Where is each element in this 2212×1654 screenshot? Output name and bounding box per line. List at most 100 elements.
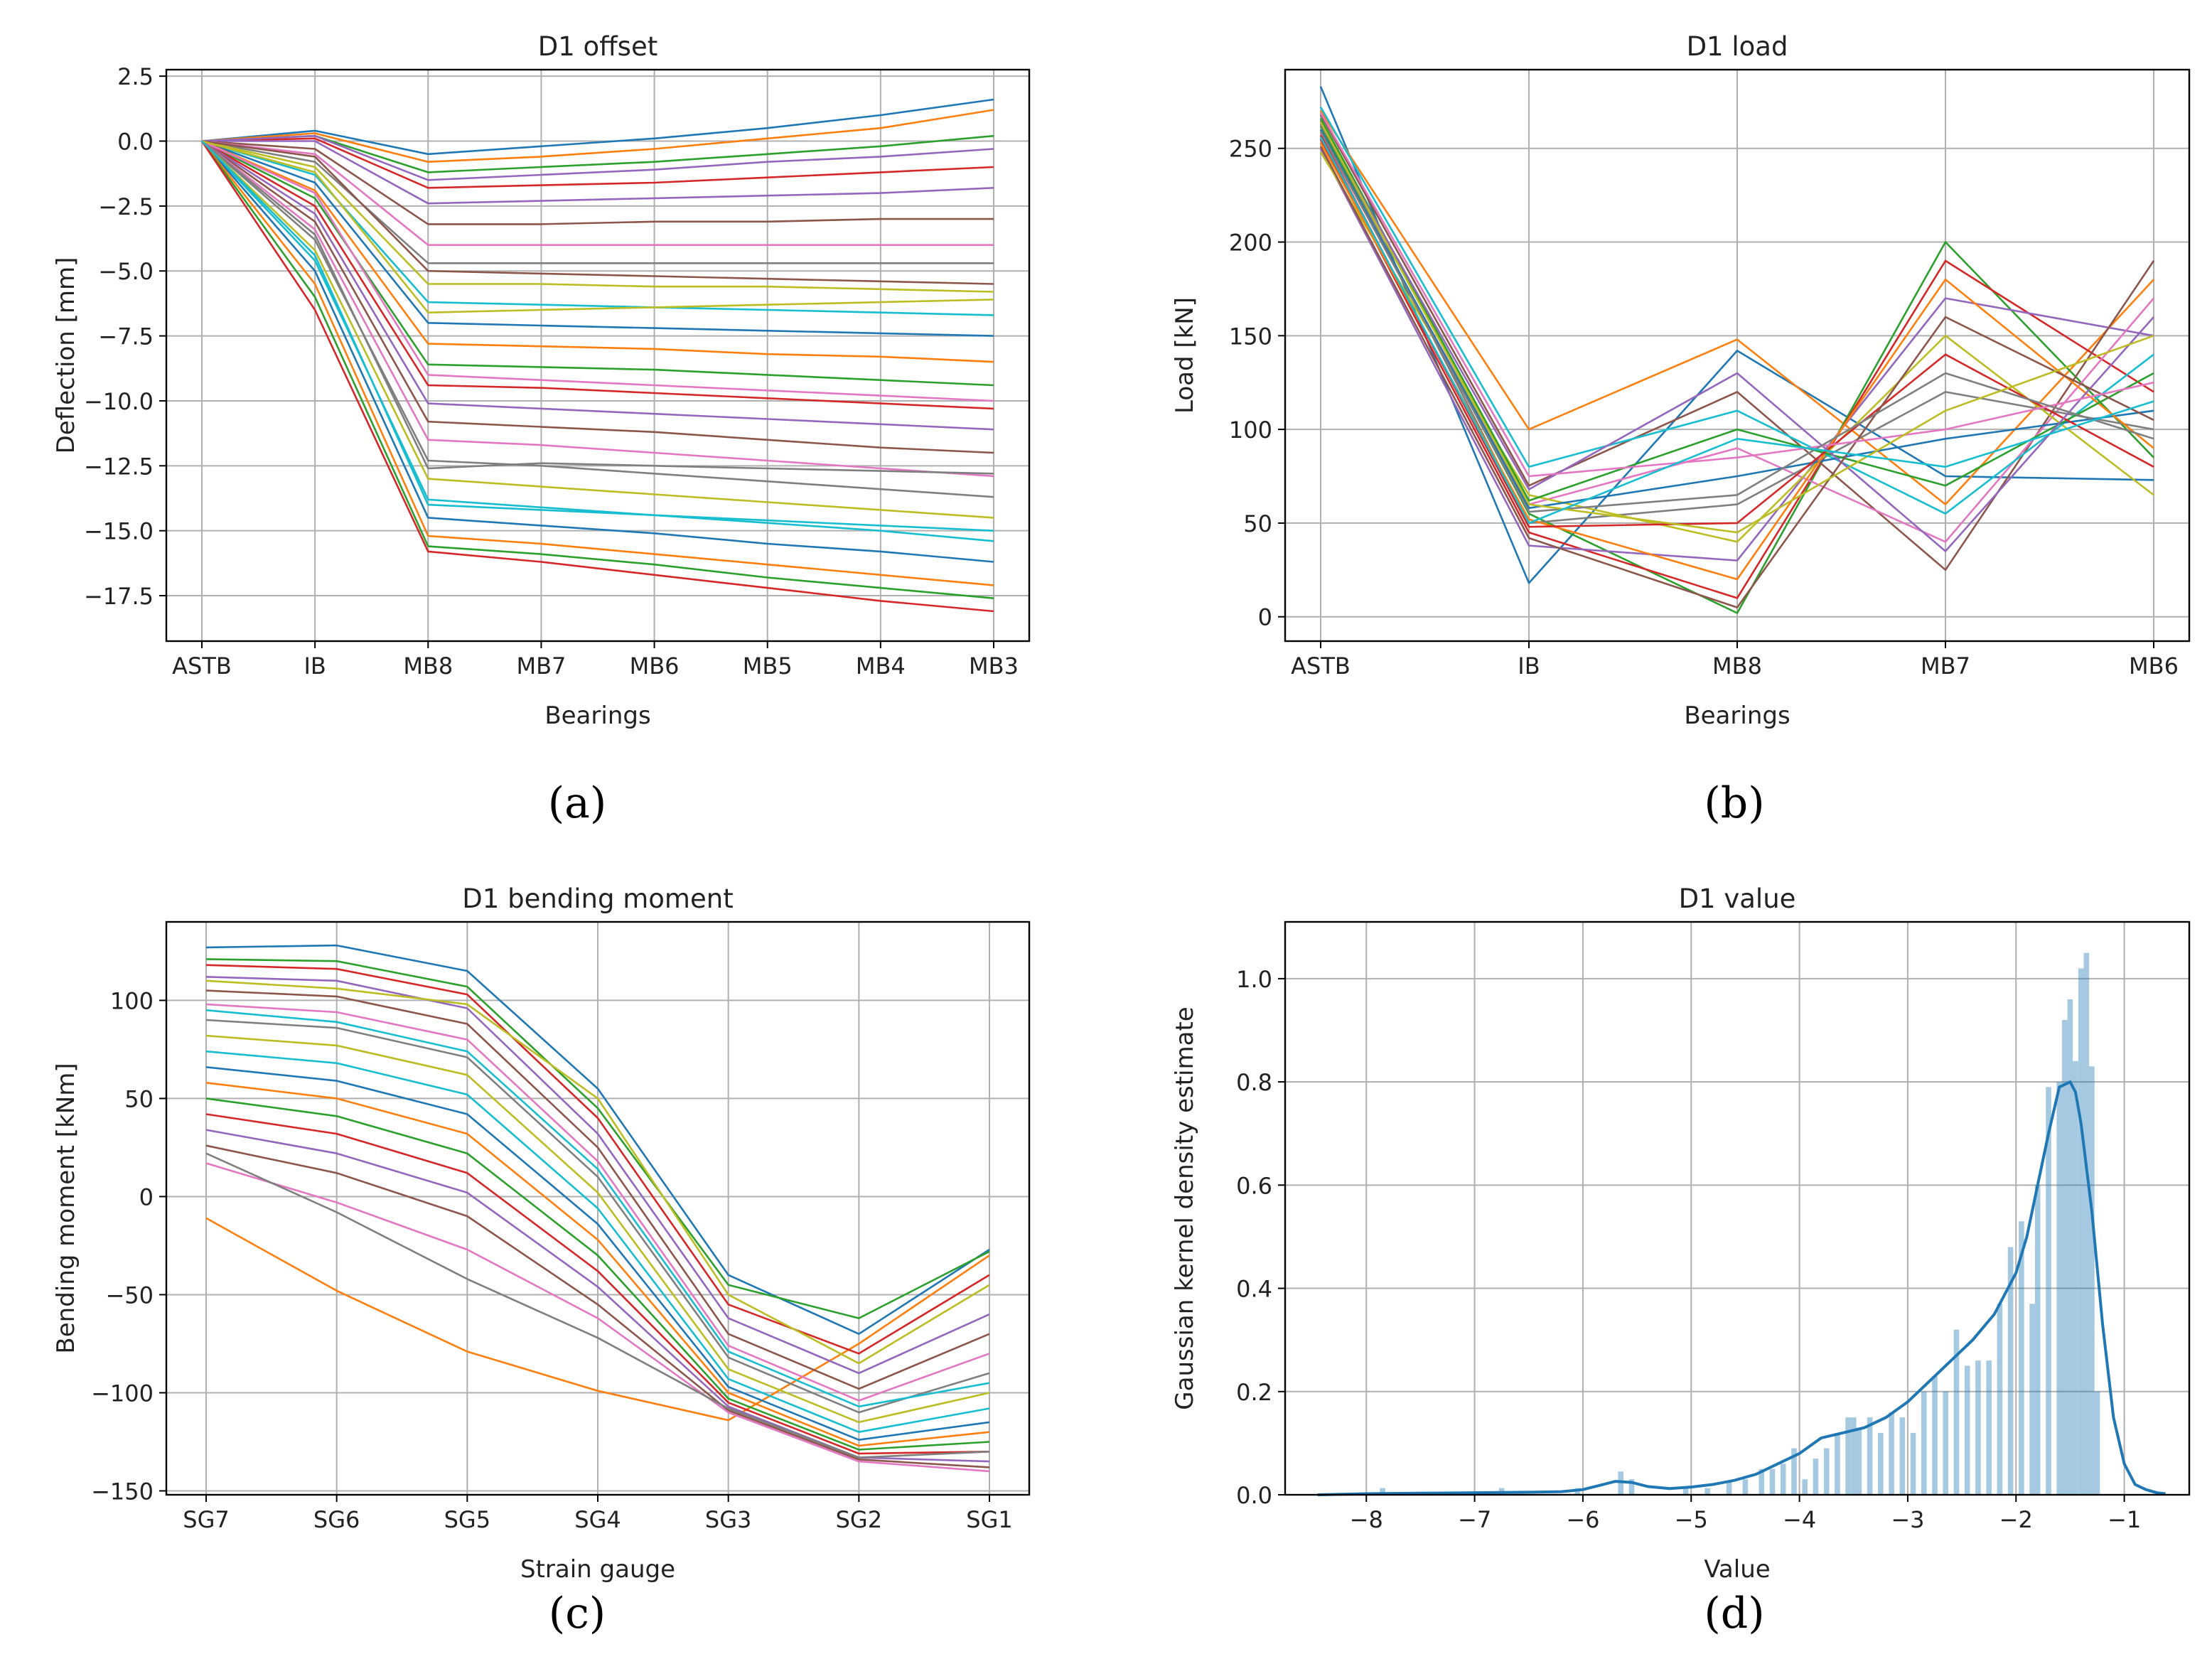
x-tick-label: SG2 — [836, 1506, 882, 1533]
series-line-s24 — [200, 140, 994, 613]
histogram-bar — [1769, 1468, 1776, 1495]
x-tick-label: IB — [1518, 653, 1540, 680]
series-line-m9 — [205, 1034, 990, 1424]
histogram-bar — [1921, 1391, 1927, 1495]
y-tick-label: −15.0 — [84, 518, 154, 545]
series-line-m13 — [205, 1097, 990, 1451]
histogram-bar — [1823, 1448, 1830, 1495]
series-line-s7 — [201, 140, 994, 247]
histogram-bar — [1964, 1365, 1970, 1495]
histogram-bar — [2089, 1066, 2095, 1495]
x-tick-label: −8 — [1350, 1506, 1383, 1533]
series-line-s27 — [201, 140, 994, 402]
series-line-m20 — [205, 1009, 990, 1408]
x-tick-label: SG3 — [705, 1506, 751, 1533]
histogram-bar — [1932, 1376, 1938, 1495]
histogram-bar — [1943, 1391, 1948, 1495]
y-tick-label: 0.0 — [117, 129, 154, 156]
histogram-bar — [1682, 1488, 1689, 1495]
series-line-m4 — [205, 964, 990, 1355]
histogram-bar — [1889, 1412, 1894, 1495]
histogram-bar — [1380, 1488, 1385, 1495]
y-tick-label: 0.2 — [1236, 1379, 1272, 1406]
series-line-s20 — [201, 140, 994, 542]
series-line-l13 — [1319, 117, 2154, 502]
x-tick-label: MB8 — [1712, 653, 1762, 680]
panel-letter: (b) — [1704, 778, 1764, 828]
histogram-bar — [2073, 1061, 2078, 1495]
panel-c-bending-moment-chart: 100 50 0 −50 −100 −150 SG7 SG6 SG5 SG4 SG3 SG2 SG1 D1… — [52, 884, 1031, 1638]
y-axis-label: Bending moment [kNm] — [52, 1063, 80, 1353]
x-tick-label: −4 — [1783, 1506, 1816, 1533]
series-line-l17 — [1319, 112, 2154, 478]
series-line-s26 — [201, 140, 994, 285]
histogram-bar — [1759, 1468, 1765, 1495]
y-tick-label: 0.6 — [1236, 1172, 1272, 1199]
series-line-m14 — [205, 1113, 990, 1455]
series-line-m5 — [205, 976, 990, 1375]
series-line-s15 — [201, 140, 994, 431]
y-tick-label: 0 — [1258, 604, 1272, 631]
y-tick-label: −100 — [91, 1380, 154, 1407]
panel-letter: (c) — [549, 1589, 606, 1638]
y-tick-label: −7.5 — [98, 323, 154, 350]
histogram-bar — [2056, 1082, 2062, 1495]
series-line-s28 — [201, 140, 994, 475]
series-line-m10 — [205, 1050, 990, 1433]
histogram-bar — [2007, 1247, 2014, 1495]
series-line-m1 — [205, 944, 990, 1335]
y-tick-label: 0.4 — [1236, 1276, 1272, 1303]
x-tick-label: −1 — [2108, 1506, 2141, 1533]
x-tick-label: MB3 — [969, 653, 1019, 680]
y-tick-label: 0.0 — [1236, 1482, 1272, 1509]
series-line-s9 — [201, 140, 994, 293]
x-tick-label: MB6 — [2129, 653, 2179, 680]
series-line-s2 — [201, 109, 994, 163]
x-axis-label: Value — [1704, 1555, 1770, 1584]
y-tick-label: 50 — [1243, 510, 1272, 537]
y-tick-label: 250 — [1229, 136, 1272, 163]
chart-title: D1 bending moment — [462, 884, 733, 914]
histogram-bar — [1910, 1432, 1916, 1495]
histogram-bar — [1618, 1471, 1623, 1495]
series-line-s5 — [202, 140, 994, 205]
histogram-bar — [1726, 1481, 1732, 1495]
axes-frame — [165, 68, 1031, 643]
series-line-l1 — [1319, 86, 2154, 584]
x-tick-label: SG7 — [183, 1506, 229, 1533]
series-line-l20 — [1319, 136, 2154, 525]
series-line-s17 — [201, 140, 994, 478]
x-tick-label: −3 — [1891, 1506, 1924, 1533]
y-axis-label: Gaussian kernel density estimate — [1171, 1006, 1199, 1409]
axes-frame — [1284, 920, 2191, 1496]
y-tick-label: 150 — [1229, 323, 1272, 350]
histogram-bar — [2083, 952, 2090, 1495]
histogram-bar — [1813, 1459, 1819, 1495]
histogram-bar — [1835, 1432, 1840, 1495]
y-tick-label: −5.0 — [98, 258, 154, 285]
series-line-s19 — [201, 140, 994, 519]
x-tick-label: SG6 — [313, 1506, 360, 1533]
x-tick-label: ASTB — [172, 653, 232, 680]
x-tick-label: ASTB — [1291, 653, 1351, 680]
y-tick-label: −12.5 — [84, 453, 154, 480]
histogram-bar — [1975, 1360, 1981, 1495]
series-line-s3 — [201, 134, 994, 173]
histogram-bar — [2094, 1391, 2100, 1495]
series-line-s13 — [201, 140, 994, 387]
x-tick-label: MB4 — [856, 653, 906, 680]
histogram-bar — [1986, 1360, 1992, 1495]
y-tick-label: −50 — [105, 1282, 154, 1309]
panel-d-value-density-chart: 0.0 0.2 0.4 0.6 0.8 1.0 −8 −7 −6 −5 −4 −3 −2 −1 D1 val… — [1171, 884, 2191, 1638]
histogram-bar — [1899, 1417, 1906, 1495]
y-tick-label: −17.5 — [84, 583, 154, 610]
series-line-s25 — [201, 134, 994, 181]
x-tick-label: −5 — [1675, 1506, 1708, 1533]
series-line-s21 — [201, 140, 994, 563]
histogram-bar — [2034, 1185, 2041, 1495]
series-group — [205, 944, 990, 1473]
x-axis-label: Bearings — [1684, 702, 1790, 730]
histogram-bar — [1997, 1304, 2003, 1495]
series-line-m8 — [205, 1019, 990, 1414]
